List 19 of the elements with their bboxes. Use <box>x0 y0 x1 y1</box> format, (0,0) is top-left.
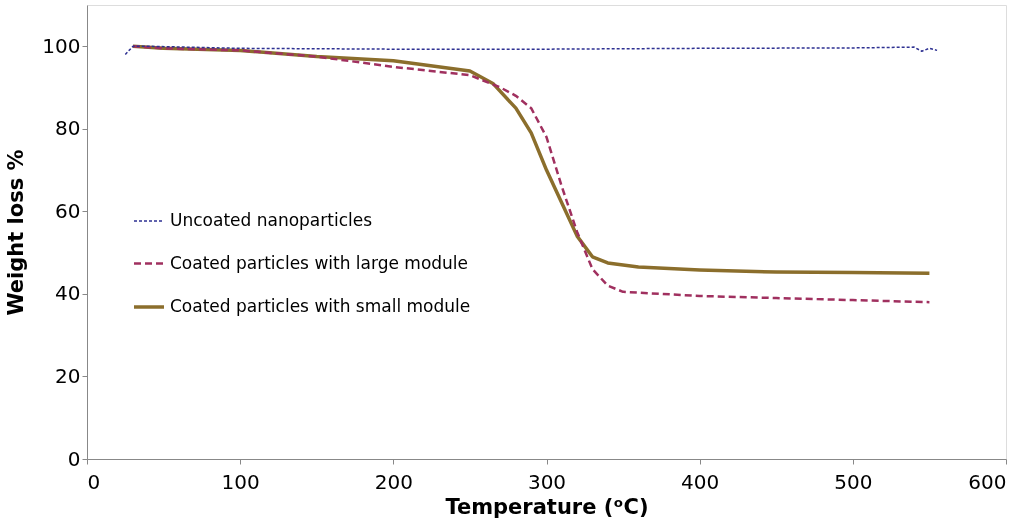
x-tick-label: 0 <box>87 469 101 494</box>
x-tick-label: 400 <box>681 469 720 494</box>
legend-label: Coated particles with large module <box>170 252 469 273</box>
x-tick-label: 300 <box>527 469 567 494</box>
y-tick-label: 60 <box>55 198 81 223</box>
y-tick-label: 100 <box>42 33 81 58</box>
y-tick-label: 0 <box>67 446 81 471</box>
line-series <box>124 45 938 56</box>
legend-label: Uncoated nanoparticles <box>170 210 373 230</box>
legend-label: Coated particles with small module <box>170 296 471 316</box>
y-tick-label: 40 <box>55 281 81 306</box>
x-axis-title: Temperature (ᵒC) <box>445 494 649 519</box>
x-tick-label: 100 <box>221 469 260 494</box>
y-tick-label: 20 <box>55 363 81 388</box>
x-tick-label: 600 <box>968 469 1007 494</box>
y-tick-label: 80 <box>55 116 81 141</box>
y-axis-title: Weight loss % <box>4 149 29 316</box>
x-tick-label: 200 <box>374 469 413 494</box>
x-tick-label: 500 <box>834 469 873 494</box>
